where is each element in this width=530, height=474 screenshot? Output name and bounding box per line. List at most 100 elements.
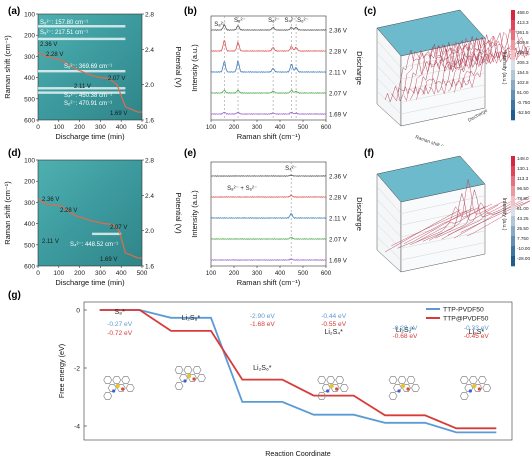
xtick-label-e: 600 [321,270,332,277]
peak-annotation-b-3: S₄²⁻ [285,18,297,24]
wall-grid-f [376,211,402,237]
chart-f-surface: 148.0 130.1 113.3 96.50 78.80 61.00 43.25 25.50… [376,155,530,273]
zlabel-c: Intensity (a.u.) [501,52,507,85]
colorbar-swatch-c-10 [511,110,515,121]
sulfur-atom-1 [186,373,192,379]
wall-grid-f [400,207,486,226]
y2tick-label-a: 2.4 [145,47,154,54]
colorbar-swatch-f-1 [511,166,515,177]
colorbar-label-f-10: -28.00 [517,256,530,261]
wall-grid-f [400,195,486,214]
xtick-label-d: 400 [116,270,127,277]
potential-label-a-2: 2.11 V [74,84,91,90]
wall-grid-f [376,224,402,249]
legend-label-1: TTP@PVDF50 [443,316,489,323]
ytick-label-a: 400 [24,75,35,82]
ylabel-b: Intensity (a.u.) [190,44,199,92]
xlabel-c: Raman shift (cm⁻¹) [414,134,455,146]
panel-label-g: (g) [8,290,21,301]
spectrum-line-b-4 [211,111,327,115]
wall-grid-f [376,186,402,214]
ytick-label-a: 100 [24,12,35,19]
series-label-e-0: 2.36 V [329,174,348,181]
step-label-0-4: -0.33 eV [464,325,490,332]
colorbar-label-f-1: 130.1 [517,166,529,171]
wall-grid-f [376,199,402,226]
heatmap-area-a [37,13,143,121]
chart-e-spectra: 2.36 V 2.28 V 2.11 V 2.07 V 1.69 V S₄²⁻ S₈²⁻ +… [190,161,363,287]
xtick-label-b: 600 [321,124,332,131]
colorbar-swatch-f-10 [511,256,515,267]
xlabel-a: Discharge time (min) [55,132,125,141]
colorbar-swatch-f-4 [511,196,515,207]
xtick-label-e: 300 [252,270,263,277]
molecule-ring-4 [477,376,487,384]
band-label-a-4: S₆²⁻: 470.91 cm⁻¹ [64,101,112,107]
colorbar-label-f-6: 43.25 [517,216,529,221]
wall-grid-f [376,236,402,261]
xtick-label-b: 200 [229,124,240,131]
potential-label-d-4: 1.69 V [100,257,117,263]
peak-annotation-b-1: S₈²⁻ [234,18,246,24]
colorbar-label-f-0: 148.0 [517,156,529,161]
panel-label-b: (b) [184,6,197,17]
xlabel-b: Raman shift (cm⁻¹) [237,132,301,141]
wall-grid-c [376,53,402,80]
surface-line-c-4 [409,39,486,100]
oxygen-atom-4 [477,387,481,391]
step-label-0-1: -2.90 eV [250,313,276,320]
y2tick-label-d: 2.0 [145,228,154,235]
molecule-ring-0 [125,384,135,392]
molecule-ring-2 [339,384,349,392]
molecule-ring-2 [326,376,336,384]
step-label-0-2: -0.44 eV [321,313,347,320]
spectrum-line-e-4 [211,258,327,261]
xtick-label-b: 500 [298,124,309,131]
series-label-e-1: 2.28 V [329,195,348,202]
colorbar-label-f-5: 61.00 [517,206,529,211]
y2tick-label-d: 1.6 [145,264,154,271]
surface-line-c-9 [441,35,518,95]
chart-b-spectra: 2.36 V 2.28 V 2.11 V 2.07 V 1.69 V S₈²⁻ S₈²⁻ S₆… [190,15,363,141]
band-label-d-0: S₄²⁻: 448.52 cm⁻¹ [70,242,118,248]
molecule-ring-3 [411,384,420,392]
wall-grid-c [400,84,486,103]
surface-line-f-7 [428,179,505,241]
panel-label-f: (f) [364,148,374,159]
surface-line-c-3 [403,41,480,102]
molecule-ring-3 [388,376,398,384]
chart-g-energy: 0 -2 -4 Free energy (eV) Reaction Coordinate… [57,301,513,458]
peak-annotation-b-4: S₆²⁻ [297,18,309,24]
colorbar-label-c-10: -52.50 [517,110,530,115]
y2tick-label-d: 2.8 [145,158,154,165]
xtick-label-a: 400 [116,124,127,131]
colorbar-label-f-4: 78.80 [517,196,529,201]
peak-annotation-e-1: S₈²⁻ + S₆²⁻ [227,186,257,192]
y2label-b: Discharge [355,51,363,85]
step-label-0-0: -0.27 eV [107,321,133,328]
wall-grid-c [400,49,486,68]
band-a-3 [38,87,126,90]
step-label-0-3: -0.28 eV [393,325,419,332]
wall-grid-c [400,96,486,115]
potential-label-a-4: 1.69 V [110,111,127,117]
series-label-e-3: 2.07 V [329,237,348,244]
oxygen-atom-3 [406,387,410,391]
ylabel-g: Free energy (eV) [57,344,66,398]
legend-label-0: TTP-PVDF50 [443,307,484,314]
spectrum-line-b-1 [210,40,327,52]
energy-path-0 [99,309,497,434]
xtick-label-a: 300 [95,124,106,131]
colorbar-swatch-c-1 [511,20,515,31]
colorbar-label-c-9: -0.750 [517,100,530,105]
molecule-ring-1 [174,382,184,390]
panel-label-d: (d) [8,148,21,159]
colorbar-swatch-c-7 [511,80,515,91]
colorbar-swatch-f-7 [511,226,515,237]
colorbar-swatch-f-8 [511,236,515,247]
band-label-a-3: S₄²⁻: 450.38 cm⁻¹ [64,93,112,99]
panel-label-c: (c) [364,6,377,17]
oxygen-atom-2 [335,387,339,391]
